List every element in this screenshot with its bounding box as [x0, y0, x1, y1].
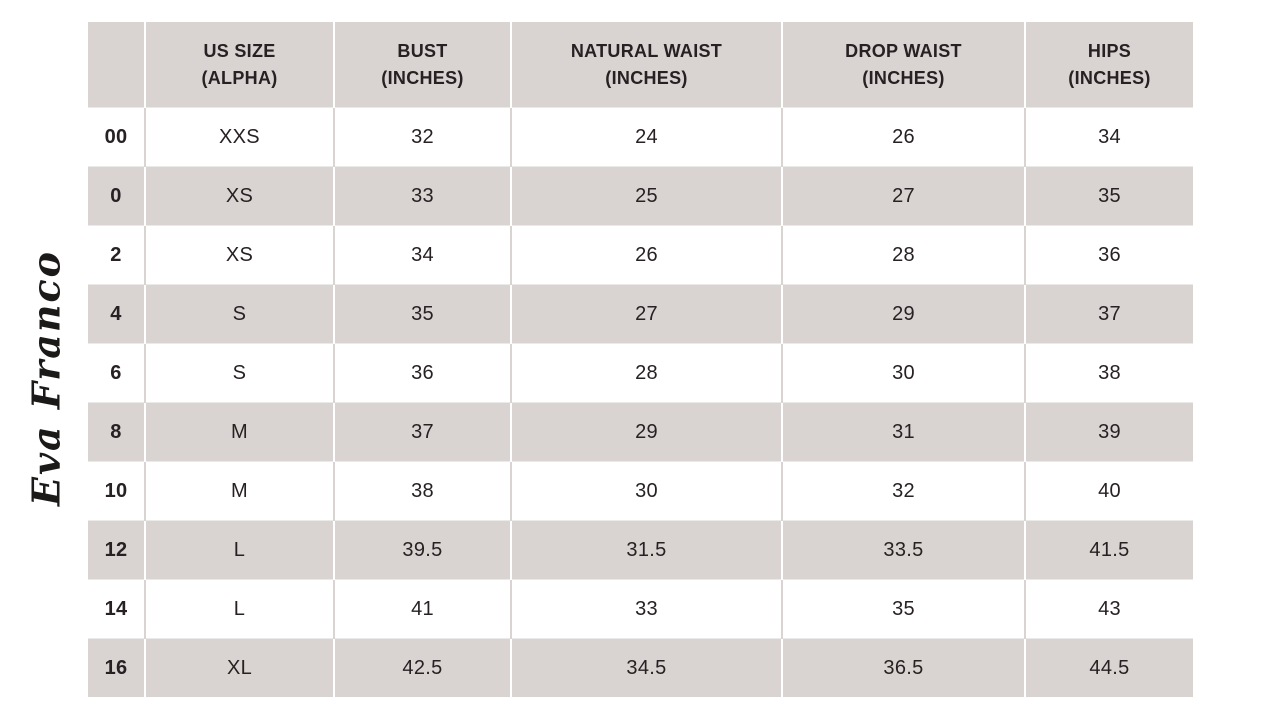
header-line2: (INCHES) [605, 67, 688, 88]
cell-drop-waist: 35 [781, 579, 1025, 639]
table-row-size-00: 00 XXS 32 24 26 34 [88, 107, 1193, 167]
cell-us-size: 8 [88, 402, 145, 462]
cell-natural-waist: 27 [510, 284, 782, 344]
cell-hips: 41.5 [1024, 520, 1193, 580]
cell-hips: 36 [1024, 225, 1193, 285]
cell-natural-waist: 25 [510, 166, 782, 226]
cell-hips: 34 [1024, 107, 1193, 167]
cell-bust: 32 [333, 107, 511, 167]
cell-hips: 37 [1024, 284, 1193, 344]
column-header-bust: BUST (INCHES) [333, 22, 511, 108]
cell-bust: 34 [333, 225, 511, 285]
cell-us-size: 6 [88, 343, 145, 403]
cell-us-size: 14 [88, 579, 145, 639]
cell-drop-waist: 26 [781, 107, 1025, 167]
eva-franco-logo: Eva Franco [24, 250, 69, 506]
cell-us-size: 16 [88, 638, 145, 697]
cell-hips: 44.5 [1024, 638, 1193, 697]
header-line2: (INCHES) [381, 67, 464, 88]
cell-drop-waist: 30 [781, 343, 1025, 403]
header-line1: US SIZE [203, 40, 276, 61]
table-row-size-2: 2 XS 34 26 28 36 [88, 225, 1193, 285]
cell-drop-waist: 31 [781, 402, 1025, 462]
cell-bust: 35 [333, 284, 511, 344]
cell-bust: 42.5 [333, 638, 511, 697]
cell-alpha-size: XL [144, 638, 334, 697]
column-header-drop-waist: DROP WAIST (INCHES) [781, 22, 1025, 108]
header-line1: NATURAL WAIST [570, 40, 723, 61]
cell-hips: 43 [1024, 579, 1193, 639]
cell-drop-waist: 28 [781, 225, 1025, 285]
table-row-size-4: 4 S 35 27 29 37 [88, 284, 1193, 344]
cell-hips: 35 [1024, 166, 1193, 226]
table-row-size-6: 6 S 36 28 30 38 [88, 343, 1193, 403]
header-line1: HIPS [1087, 40, 1132, 61]
cell-bust: 37 [333, 402, 511, 462]
cell-natural-waist: 30 [510, 461, 782, 521]
cell-us-size: 10 [88, 461, 145, 521]
cell-alpha-size: S [144, 284, 334, 344]
cell-alpha-size: L [144, 579, 334, 639]
cell-natural-waist: 33 [510, 579, 782, 639]
table-header: US SIZE (ALPHA) BUST (INCHES) NATURAL WA… [88, 22, 1193, 108]
column-header-hips: HIPS (INCHES) [1024, 22, 1193, 108]
header-line1: DROP WAIST [845, 40, 962, 61]
cell-alpha-size: S [144, 343, 334, 403]
cell-us-size: 0 [88, 166, 145, 226]
cell-natural-waist: 24 [510, 107, 782, 167]
table-row-size-8: 8 M 37 29 31 39 [88, 402, 1193, 462]
cell-drop-waist: 29 [781, 284, 1025, 344]
table-body: 00 XXS 32 24 26 34 0 XS 33 25 27 35 2 XS… [88, 107, 1193, 697]
cell-bust: 36 [333, 343, 511, 403]
table-row-size-10: 10 M 38 30 32 40 [88, 461, 1193, 521]
table-row-size-0: 0 XS 33 25 27 35 [88, 166, 1193, 226]
cell-us-size: 12 [88, 520, 145, 580]
cell-drop-waist: 27 [781, 166, 1025, 226]
cell-natural-waist: 34.5 [510, 638, 782, 697]
table-row-size-14: 14 L 41 33 35 43 [88, 579, 1193, 639]
cell-drop-waist: 32 [781, 461, 1025, 521]
header-row: US SIZE (ALPHA) BUST (INCHES) NATURAL WA… [88, 22, 1193, 108]
column-header-natural-waist: NATURAL WAIST (INCHES) [510, 22, 782, 108]
cell-us-size: 4 [88, 284, 145, 344]
cell-hips: 38 [1024, 343, 1193, 403]
cell-bust: 33 [333, 166, 511, 226]
cell-hips: 40 [1024, 461, 1193, 521]
header-line2: (INCHES) [862, 67, 945, 88]
cell-alpha-size: XS [144, 225, 334, 285]
cell-alpha-size: M [144, 402, 334, 462]
brand-logo-text: Eva Franco [23, 250, 69, 506]
cell-alpha-size: XXS [144, 107, 334, 167]
cell-natural-waist: 31.5 [510, 520, 782, 580]
header-line1: BUST [397, 40, 448, 61]
column-header-corner [88, 22, 145, 108]
cell-natural-waist: 28 [510, 343, 782, 403]
cell-bust: 41 [333, 579, 511, 639]
table-row-size-12: 12 L 39.5 31.5 33.5 41.5 [88, 520, 1193, 580]
header-line2: (ALPHA) [201, 67, 278, 88]
cell-bust: 39.5 [333, 520, 511, 580]
header-line2: (INCHES) [1068, 67, 1151, 88]
cell-alpha-size: L [144, 520, 334, 580]
cell-us-size: 2 [88, 225, 145, 285]
table-row-size-16: 16 XL 42.5 34.5 36.5 44.5 [88, 638, 1193, 697]
cell-drop-waist: 36.5 [781, 638, 1025, 697]
cell-natural-waist: 26 [510, 225, 782, 285]
cell-alpha-size: XS [144, 166, 334, 226]
cell-bust: 38 [333, 461, 511, 521]
cell-us-size: 00 [88, 107, 145, 167]
size-chart-table: US SIZE (ALPHA) BUST (INCHES) NATURAL WA… [88, 22, 1193, 697]
column-header-us-size-alpha: US SIZE (ALPHA) [144, 22, 334, 108]
cell-natural-waist: 29 [510, 402, 782, 462]
cell-alpha-size: M [144, 461, 334, 521]
cell-hips: 39 [1024, 402, 1193, 462]
cell-drop-waist: 33.5 [781, 520, 1025, 580]
